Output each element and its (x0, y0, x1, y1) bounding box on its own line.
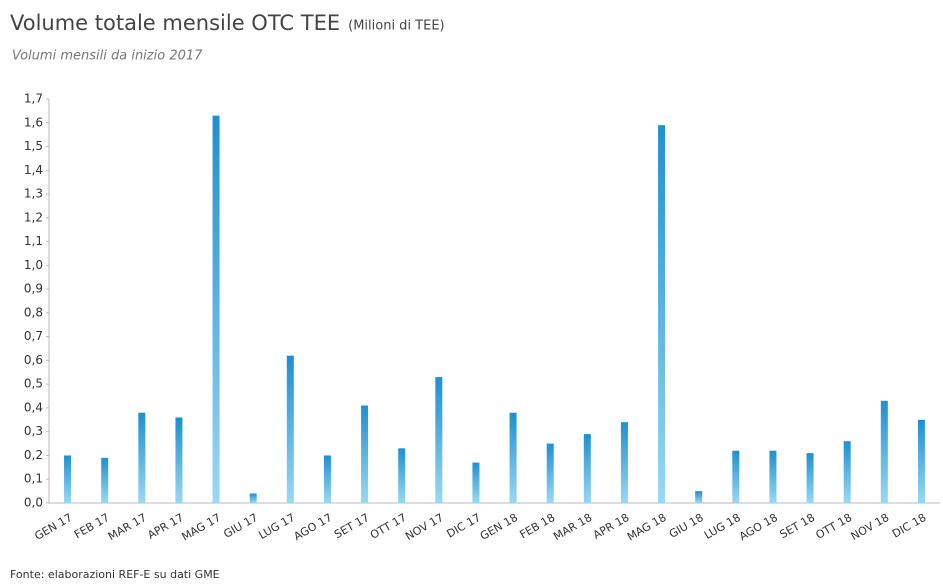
bar (695, 491, 703, 503)
x-tick-label: AGO 17 (292, 511, 335, 543)
y-tick-label: 1,5 (24, 139, 43, 153)
unit-label: (Milioni di TEE) (348, 19, 445, 34)
bar (212, 115, 220, 504)
y-tick-label: 1,4 (24, 163, 43, 177)
bar (249, 493, 257, 503)
x-tick-label: GEN 18 (478, 511, 520, 543)
bar (286, 355, 294, 503)
x-tick-label: MAG 18 (625, 511, 669, 544)
x-tick-label: APR 17 (145, 511, 186, 542)
x-tick-label: SET 18 (778, 511, 818, 541)
y-tick-label: 1,2 (24, 210, 43, 224)
chart-title: Volume totale mensile OTC TEE (10, 11, 340, 35)
y-tick-label: 1,1 (24, 234, 43, 248)
bar (509, 412, 517, 503)
y-tick-label: 0,0 (24, 496, 43, 510)
x-tick-label: DIC 18 (890, 511, 928, 541)
x-tick-label: FEB 17 (72, 511, 112, 541)
y-tick-label: 0,5 (24, 377, 43, 391)
y-tick-label: 0,6 (24, 353, 43, 367)
bar (769, 450, 777, 503)
x-tick-label: GEN 17 (32, 511, 74, 543)
bar (472, 462, 480, 503)
y-tick-label: 1,7 (24, 92, 43, 106)
x-tick-label: MAG 17 (179, 511, 223, 544)
x-tick-label: SET 17 (332, 511, 372, 541)
bar (880, 400, 888, 503)
bar (64, 455, 72, 503)
x-tick-label: MAR 17 (106, 511, 149, 543)
y-tick-label: 1,6 (24, 115, 43, 129)
chart-subtitle: Volumi mensili da inizio 2017 (12, 49, 203, 64)
x-tick-label: MAR 18 (551, 511, 594, 543)
bar (583, 434, 591, 503)
x-tick-label: GIU 17 (221, 511, 260, 541)
bar (138, 412, 146, 503)
x-tick-label: LUG 18 (702, 511, 743, 542)
y-tick-label: 0,1 (24, 472, 43, 486)
bar (398, 448, 406, 503)
bar (546, 443, 554, 503)
bar (843, 441, 851, 503)
x-tick-label: GIU 18 (667, 511, 706, 541)
bar (323, 455, 331, 503)
x-tick-label: NOV 17 (403, 511, 446, 543)
y-tick-label: 0,9 (24, 282, 43, 296)
bar (101, 457, 109, 503)
x-tick-label: FEB 18 (517, 511, 557, 541)
y-tick-label: 0,3 (24, 424, 43, 438)
bar (620, 422, 628, 503)
x-tick-label: DIC 17 (444, 511, 482, 541)
bar (175, 417, 183, 503)
x-tick-label: APR 18 (591, 511, 632, 542)
y-tick-label: 0,8 (24, 305, 43, 319)
x-tick-label: NOV 18 (849, 511, 892, 543)
bar (806, 453, 814, 503)
bar (658, 125, 666, 503)
bar (732, 450, 740, 503)
bar (361, 405, 369, 503)
x-tick-label: OTT 17 (368, 511, 409, 542)
x-tick-label: OTT 18 (814, 511, 855, 542)
y-tick-label: 0,7 (24, 329, 43, 343)
bar (435, 377, 443, 503)
y-tick-label: 1,0 (24, 258, 43, 272)
source-note: Fonte: elaborazioni REF-E su dati GME (10, 568, 220, 581)
x-tick-label: AGO 18 (737, 511, 780, 543)
y-tick-label: 0,2 (24, 448, 43, 462)
x-tick-label: LUG 17 (256, 511, 297, 542)
y-tick-label: 1,3 (24, 187, 43, 201)
y-tick-label: 0,4 (24, 400, 43, 414)
bar (917, 419, 925, 503)
